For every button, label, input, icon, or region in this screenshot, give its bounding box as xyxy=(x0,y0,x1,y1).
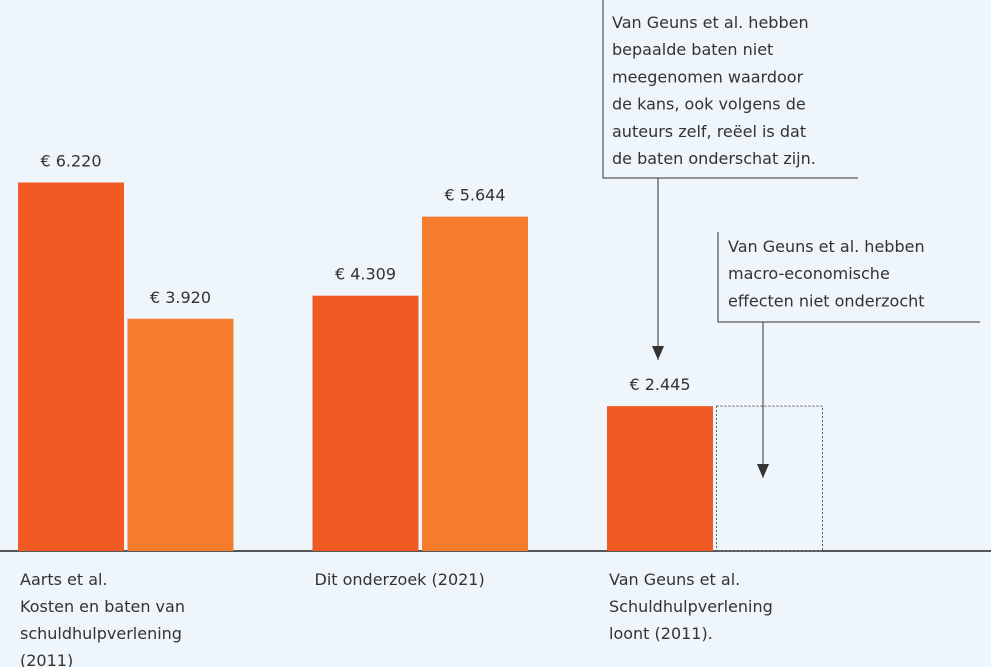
bar xyxy=(422,216,528,552)
x-tick-label: Dit onderzoek (2021) xyxy=(315,570,485,589)
value-label: € 3.920 xyxy=(150,288,211,307)
bar xyxy=(18,182,124,551)
arrow-head xyxy=(652,346,664,360)
value-label: € 6.220 xyxy=(40,151,101,170)
bar xyxy=(312,295,419,551)
bar xyxy=(127,318,234,551)
value-label: € 5.644 xyxy=(444,186,505,205)
x-tick-label: Aarts et al. Kosten en baten van schuldhul… xyxy=(20,570,185,667)
value-label: € 4.309 xyxy=(335,265,396,284)
placeholder-box xyxy=(716,405,823,552)
bar xyxy=(607,406,713,551)
annotation-frame xyxy=(717,232,980,323)
value-label: € 2.445 xyxy=(629,375,690,394)
x-tick-label: Van Geuns et al. Schuldhulpverlening loont… xyxy=(609,570,773,643)
annotation: Van Geuns et al. hebben macro-economische… xyxy=(728,237,925,310)
annotation-frame xyxy=(602,0,858,179)
arrow-head xyxy=(757,464,769,478)
annotation: Van Geuns et al. hebben bepaalde baten ni… xyxy=(612,13,816,168)
